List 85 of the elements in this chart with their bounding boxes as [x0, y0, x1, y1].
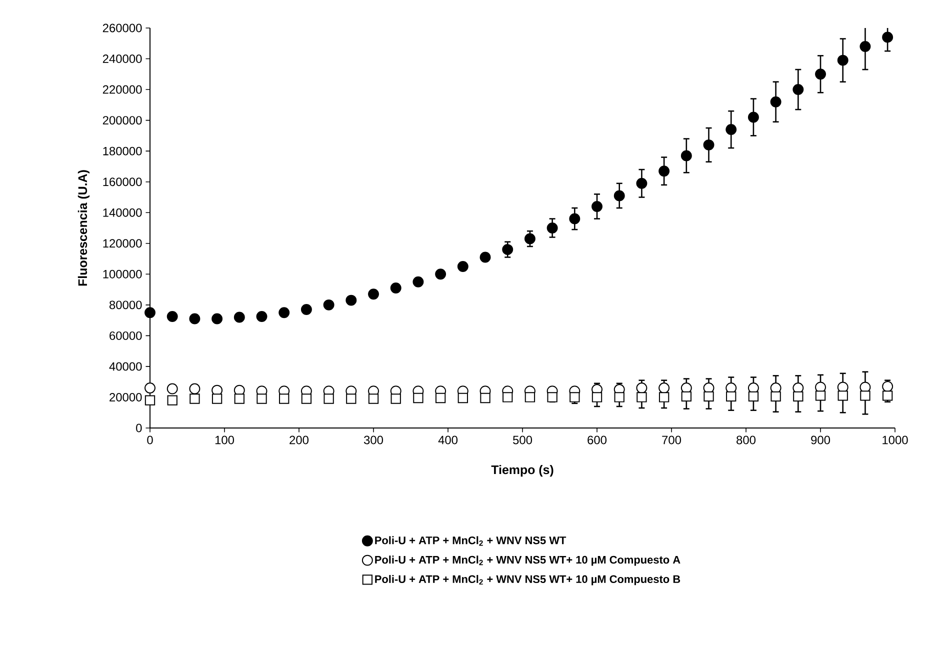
- y-tick-label: 120000: [103, 239, 142, 248]
- point: [592, 200, 602, 212]
- point: [457, 260, 468, 272]
- x-tick-label: 600: [588, 436, 607, 444]
- y-tick-label: 260000: [102, 24, 142, 32]
- point: [770, 96, 782, 108]
- point: [390, 394, 401, 404]
- point: [524, 392, 536, 402]
- x-axis-title: Tiempo (s): [491, 465, 554, 477]
- y-tick-label: 20000: [110, 393, 142, 402]
- point: [301, 394, 312, 404]
- point: [480, 392, 490, 404]
- legend-label: Poli-U + ATP + MnCl$_{2}$ + WNV NS5 WT: [375, 536, 566, 546]
- x-tick-label: 800: [736, 436, 756, 444]
- point: [502, 392, 513, 402]
- y-tick-label: 40000: [109, 362, 142, 371]
- point: [256, 394, 267, 404]
- point: [658, 166, 670, 177]
- point: [413, 392, 424, 404]
- point: [144, 307, 156, 318]
- point: [256, 310, 268, 322]
- x-tick-label: 900: [811, 436, 830, 444]
- point: [212, 313, 223, 324]
- point: [346, 394, 356, 404]
- x-tick-label: 400: [438, 436, 458, 444]
- point: [212, 394, 222, 404]
- point: [368, 394, 379, 404]
- y-tick-label: 80000: [110, 300, 142, 310]
- y-axis-title: Fluorescencia (U.A): [78, 170, 90, 286]
- point: [167, 395, 178, 406]
- point: [815, 68, 826, 80]
- point: [614, 190, 625, 202]
- point: [435, 392, 446, 404]
- point: [435, 268, 446, 280]
- point: [860, 40, 871, 52]
- x-tick-label: 500: [513, 436, 532, 444]
- point: [190, 394, 200, 404]
- point: [569, 213, 580, 224]
- point: [300, 304, 312, 316]
- point: [279, 394, 290, 404]
- y-tick-label: 100000: [103, 270, 142, 278]
- x-tick-label: 700: [662, 436, 682, 444]
- point: [189, 313, 200, 324]
- point: [323, 299, 334, 310]
- point: [726, 124, 737, 136]
- x-tick-label: 300: [364, 436, 384, 444]
- point: [324, 394, 334, 404]
- point: [458, 392, 468, 404]
- point: [837, 54, 848, 66]
- point: [278, 307, 290, 318]
- point: [480, 252, 491, 263]
- point: [882, 32, 894, 43]
- point: [166, 383, 178, 394]
- x-tick-label: 200: [290, 436, 309, 444]
- point: [144, 395, 156, 406]
- point: [166, 310, 178, 322]
- point: [792, 84, 804, 96]
- point: [412, 276, 424, 288]
- point: [189, 383, 200, 394]
- y-tick-label: 60000: [110, 331, 142, 340]
- y-tick-label: 160000: [103, 178, 142, 186]
- point: [546, 222, 558, 234]
- point: [703, 139, 714, 150]
- legend-label: Poli-U + ATP + MnCl$_{2}$ + WNV NS5 WT+ 10 µM Compuesto B: [375, 574, 680, 586]
- point: [234, 394, 244, 404]
- point: [368, 288, 379, 300]
- x-tick-label: 1000: [882, 436, 908, 444]
- point: [636, 178, 648, 189]
- y-tick-label: 180000: [103, 146, 142, 156]
- point: [144, 382, 156, 394]
- point: [524, 233, 536, 244]
- y-tick-label: 0: [136, 424, 142, 432]
- point: [390, 282, 402, 294]
- point: [346, 294, 357, 306]
- point: [748, 112, 759, 123]
- point: [234, 312, 245, 323]
- y-tick-label: 140000: [103, 208, 142, 217]
- y-tick-label: 220000: [102, 85, 142, 94]
- point: [502, 244, 514, 256]
- x-tick-label: 0: [147, 436, 153, 444]
- x-tick-label: 100: [215, 436, 234, 444]
- y-tick-label: 200000: [102, 116, 142, 125]
- y-tick-label: 240000: [102, 54, 142, 63]
- legend-label: Poli-U + ATP + MnCl$_{2}$ + WNV NS5 WT+ 10 µM Compuesto A: [375, 556, 680, 566]
- point: [680, 150, 692, 162]
